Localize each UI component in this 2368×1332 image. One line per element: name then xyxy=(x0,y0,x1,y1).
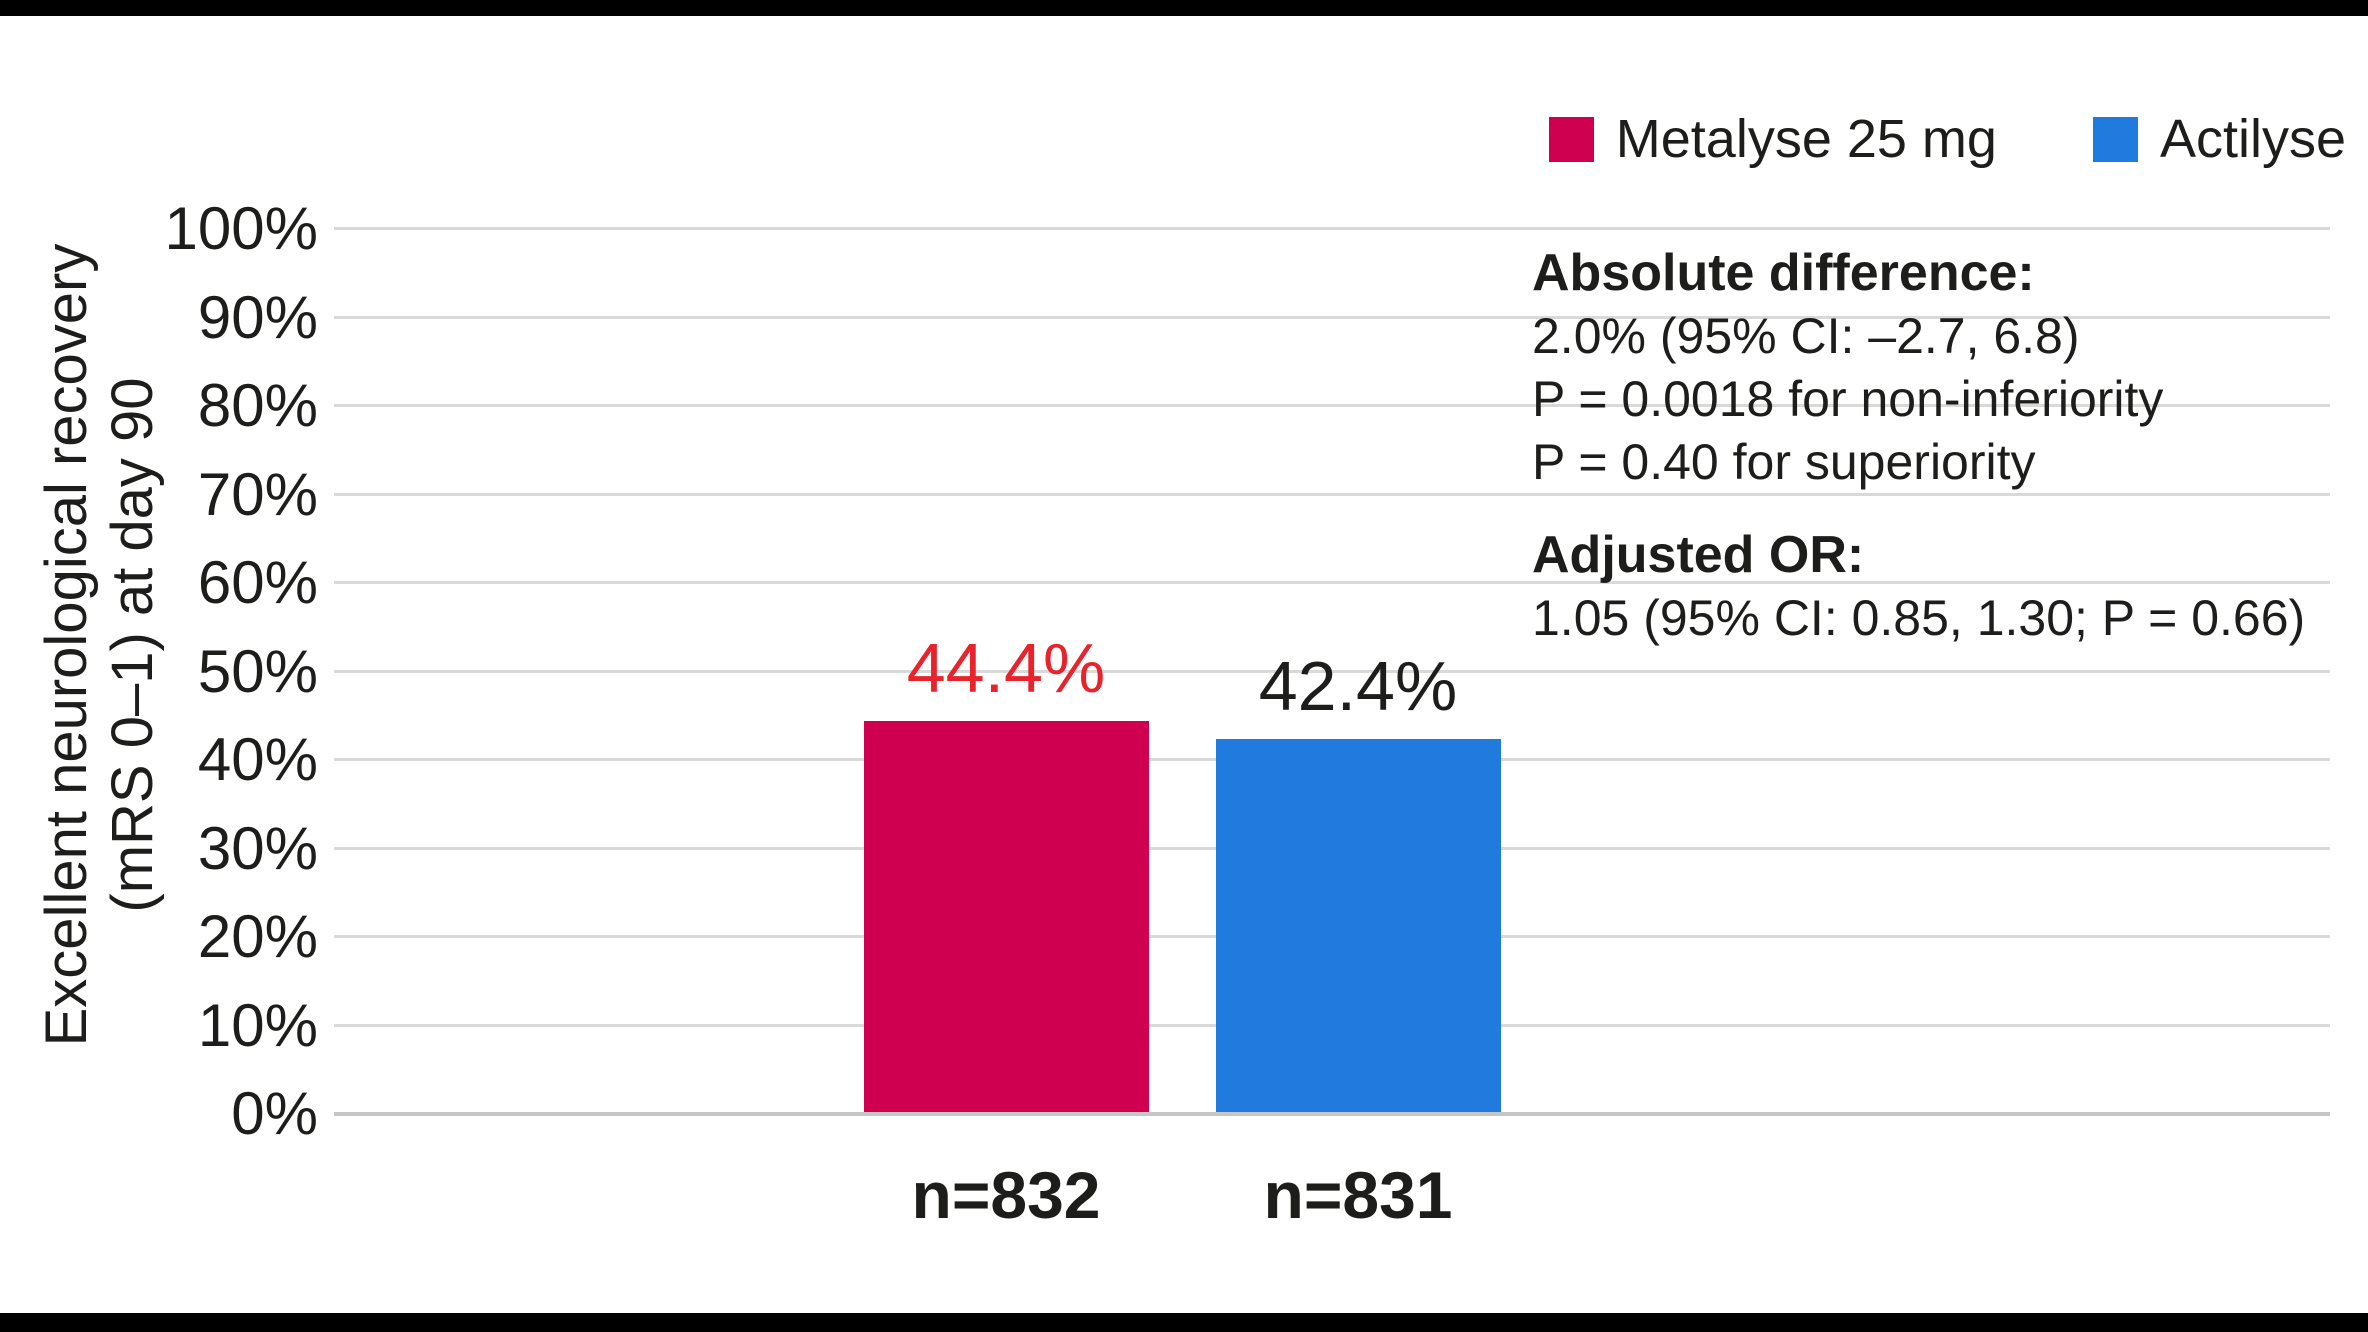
legend-label-metalyse: Metalyse 25 mg xyxy=(1615,109,1997,169)
y-tick-label-50: 50% xyxy=(197,637,318,705)
absolute-difference-title: Absolute difference: xyxy=(1532,244,2035,302)
y-tick-label-10: 10% xyxy=(197,991,318,1059)
bottom-letterbox-bar xyxy=(0,1313,2368,1332)
y-tick-label-100: 100% xyxy=(164,195,318,262)
y-tick-label-0: 0% xyxy=(231,1080,318,1147)
gridline-50 xyxy=(334,669,2330,673)
adjusted-or-block: Adjusted OR: 1.05 (95% CI: 0.85, 1.30; P… xyxy=(1532,524,2368,650)
y-tick-label-80: 80% xyxy=(197,372,318,439)
gridline-70 xyxy=(334,492,2330,496)
y-tick-label-70: 70% xyxy=(197,460,318,528)
gridline-0 xyxy=(334,1112,2330,1116)
y-tick-label-40: 40% xyxy=(197,726,318,793)
y-tick-label-30: 30% xyxy=(197,814,318,882)
absolute-difference-line: 2.0% (95% CI: –2.7, 6.8) xyxy=(1532,308,2080,364)
n-label-actilyse: n=831 xyxy=(1263,1158,1453,1232)
legend-item-actilyse: Actilyse xyxy=(2092,109,2346,169)
value-label-actilyse: 42.4% xyxy=(1258,646,1458,725)
noninferiority-p-line: P = 0.0018 for non-inferiority xyxy=(1532,371,2164,427)
top-letterbox-bar xyxy=(0,0,2368,16)
legend-item-metalyse: Metalyse 25 mg xyxy=(1548,109,1997,169)
adjusted-or-line: 1.05 (95% CI: 0.85, 1.30; P = 0.66) xyxy=(1532,590,2306,646)
bar-actilyse xyxy=(1215,738,1501,1114)
superiority-p-line: P = 0.40 for superiority xyxy=(1532,434,2036,490)
bar-metalyse-25mg xyxy=(863,721,1149,1114)
legend-label-actilyse: Actilyse xyxy=(2159,109,2346,169)
absolute-difference-block: Absolute difference: 2.0% (95% CI: –2.7,… xyxy=(1532,242,2368,494)
annotation-block: Absolute difference: 2.0% (95% CI: –2.7,… xyxy=(1532,242,2368,650)
legend-swatch-metalyse-icon xyxy=(1548,116,1594,162)
n-label-metalyse-25mg: n=832 xyxy=(911,1158,1101,1232)
value-label-metalyse-25mg: 44.4% xyxy=(906,629,1106,708)
legend-swatch-actilyse-icon xyxy=(2092,116,2138,162)
y-tick-label-90: 90% xyxy=(197,283,318,351)
chart-legend: Metalyse 25 mg Actilyse xyxy=(1548,109,2346,169)
gridline-80 xyxy=(334,404,2330,407)
y-tick-label-60: 60% xyxy=(197,549,318,616)
gridline-100 xyxy=(334,227,2330,230)
gridline-90 xyxy=(334,315,2330,319)
gridline-60 xyxy=(334,581,2330,584)
y-tick-label-20: 20% xyxy=(197,903,318,970)
adjusted-or-title: Adjusted OR: xyxy=(1532,526,1865,584)
